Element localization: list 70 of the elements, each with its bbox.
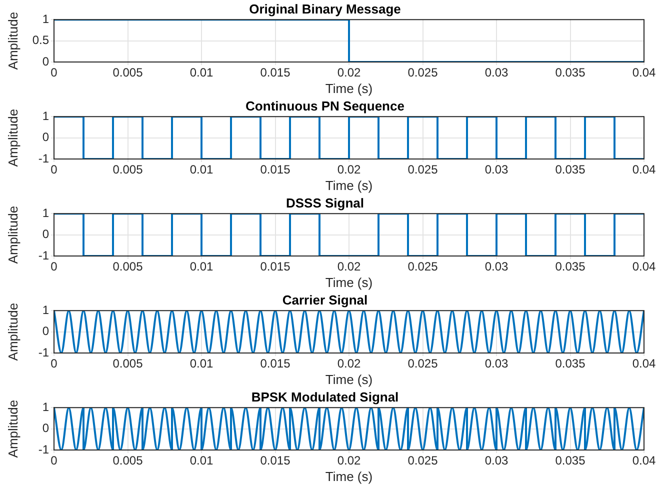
y-tick-label: 0 <box>42 421 50 436</box>
chart-title: Carrier Signal <box>282 292 368 308</box>
x-tick-label: 0.025 <box>408 454 438 468</box>
x-tick-label: 0.035 <box>555 356 586 371</box>
y-tick-label: 1 <box>42 400 50 414</box>
x-tick-label: 0.04 <box>632 66 656 80</box>
x-tick-label: 0.035 <box>555 162 586 177</box>
x-tick-label: 0.01 <box>190 162 214 177</box>
y-tick-label: 1 <box>42 302 50 317</box>
y-tick-label: -1 <box>38 442 50 456</box>
x-tick-label: 0.025 <box>408 260 438 274</box>
x-axis-title: Time (s) <box>325 372 373 387</box>
chart-title: Original Binary Message <box>249 1 401 16</box>
x-tick-label: 0.03 <box>484 66 508 80</box>
y-axis-title: Amplitude <box>5 12 20 70</box>
x-tick-label: 0.01 <box>190 66 214 80</box>
x-tick-label: 0.03 <box>484 162 508 177</box>
x-tick-label: 0.035 <box>555 454 586 468</box>
x-tick-label: 0.015 <box>260 260 291 274</box>
x-tick-label: 0.02 <box>337 162 361 177</box>
y-tick-label: 1 <box>42 12 50 26</box>
x-tick-label: 0.015 <box>260 454 291 468</box>
x-tick-label: 0.015 <box>260 66 291 80</box>
x-axis-title: Time (s) <box>325 468 373 484</box>
y-tick-label: -1 <box>38 345 50 360</box>
y-axis-title: Amplitude <box>5 302 20 361</box>
y-tick-label: -1 <box>38 248 50 262</box>
chart-title: DSSS Signal <box>286 195 364 210</box>
x-tick-label: 0.02 <box>337 66 361 80</box>
x-tick-label: 0.035 <box>555 66 586 80</box>
x-tick-label: 0.02 <box>337 454 361 468</box>
x-tick-label: 0.04 <box>632 162 656 177</box>
chart-title: Continuous PN Sequence <box>246 98 404 114</box>
x-tick-label: 0.04 <box>632 260 656 274</box>
x-tick-label: 0.02 <box>337 356 361 371</box>
x-tick-label: 0.005 <box>112 260 144 274</box>
y-axis-title: Amplitude <box>5 108 20 167</box>
y-tick-label: 0.5 <box>32 33 50 48</box>
x-tick-label: 0.005 <box>112 66 144 80</box>
x-axis-title: Time (s) <box>325 80 373 96</box>
x-tick-label: 0.025 <box>408 66 438 80</box>
y-tick-label: 1 <box>42 108 50 123</box>
x-tick-label: 0.03 <box>484 260 508 274</box>
x-tick-label: 0.025 <box>408 162 438 177</box>
x-axis-title: Time (s) <box>325 178 373 193</box>
x-axis-title: Time (s) <box>325 274 373 290</box>
x-tick-label: 0.04 <box>632 356 656 371</box>
y-tick-label: 0 <box>42 227 50 242</box>
y-tick-label: 0 <box>42 130 50 144</box>
x-tick-label: 0.01 <box>190 356 214 371</box>
x-tick-label: 0.025 <box>408 356 438 371</box>
x-tick-label: 0.015 <box>260 356 291 371</box>
x-tick-label: 0.04 <box>632 454 656 468</box>
x-tick-label: 0.035 <box>555 260 586 274</box>
x-tick-label: 0.01 <box>190 260 214 274</box>
x-tick-label: 0.015 <box>260 162 291 177</box>
y-tick-label: -1 <box>38 151 50 166</box>
x-tick-label: 0.005 <box>112 454 144 468</box>
y-axis-title: Amplitude <box>5 206 20 264</box>
y-tick-label: 0 <box>42 54 50 68</box>
x-tick-label: 0.005 <box>112 162 144 177</box>
x-tick-label: 0.03 <box>484 356 508 371</box>
x-tick-label: 0.01 <box>190 454 214 468</box>
x-tick-label: 0.02 <box>337 260 361 274</box>
x-tick-label: 0.03 <box>484 454 508 468</box>
y-axis-title: Amplitude <box>5 400 20 458</box>
chart-title: BPSK Modulated Signal <box>251 389 399 404</box>
x-tick-label: 0.005 <box>112 356 144 371</box>
y-tick-label: 0 <box>42 324 50 338</box>
y-tick-label: 1 <box>42 206 50 220</box>
